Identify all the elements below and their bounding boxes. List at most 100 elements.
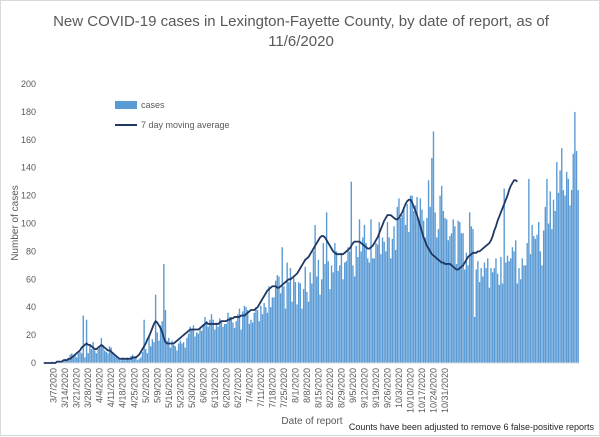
case-bar: [288, 282, 290, 363]
x-tick-label: 4/18/2020: [118, 368, 128, 408]
case-bar: [337, 270, 339, 363]
case-bar: [477, 261, 479, 363]
case-bar: [278, 276, 280, 363]
case-bar: [542, 230, 545, 363]
case-bar: [465, 252, 468, 363]
x-tick-label: 4/11/2020: [106, 368, 116, 407]
case-bar: [223, 323, 226, 363]
case-bar: [281, 247, 283, 363]
case-bar: [490, 268, 492, 363]
case-bar: [327, 261, 329, 363]
case-bar: [503, 188, 505, 364]
y-tick-label: 160: [21, 135, 36, 145]
y-tick-label: 80: [26, 246, 36, 256]
case-bar: [168, 337, 170, 363]
case-bar: [516, 283, 519, 363]
case-bar: [371, 258, 374, 364]
chart-title-line1: New COVID-19 cases in Lexington-Fayette …: [53, 13, 550, 30]
case-bar: [187, 333, 190, 363]
case-bar: [501, 283, 504, 363]
case-bar: [89, 344, 91, 363]
case-bar: [422, 220, 425, 363]
case-bar: [554, 210, 556, 363]
case-bar: [140, 357, 142, 363]
case-bar: [404, 224, 407, 363]
case-bar: [577, 190, 579, 363]
case-bar: [546, 178, 548, 363]
case-bar: [572, 153, 574, 363]
case-bar: [128, 360, 131, 363]
case-bar: [539, 251, 542, 363]
case-bar: [173, 344, 175, 363]
case-bar: [569, 205, 571, 363]
case-bar: [452, 219, 454, 363]
x-tick-label: 5/30/2020: [187, 368, 197, 408]
case-bar: [513, 251, 515, 363]
x-tick-label: 6/6/2020: [198, 368, 208, 403]
y-axis-title: Number of cases: [10, 185, 21, 261]
case-bar: [334, 243, 336, 363]
case-bar: [547, 223, 550, 363]
case-bar: [538, 222, 540, 363]
case-bar: [95, 353, 98, 363]
case-bar: [232, 322, 234, 363]
case-bar: [403, 206, 405, 363]
x-tick-label: 5/23/2020: [175, 368, 185, 408]
case-bar: [409, 195, 412, 363]
case-bar: [439, 195, 441, 363]
case-bar: [316, 276, 318, 363]
case-bar: [508, 261, 510, 363]
case-bar: [401, 215, 403, 363]
case-bar: [243, 305, 246, 363]
case-bar: [161, 321, 163, 363]
case-bar: [108, 346, 111, 363]
case-bar: [544, 206, 546, 363]
case-bar: [174, 346, 177, 363]
x-tick-label: 9/5/2020: [348, 368, 358, 403]
case-bar: [217, 326, 219, 363]
case-bar: [166, 340, 168, 363]
case-bar: [427, 180, 430, 363]
case-bar: [135, 356, 137, 363]
case-bar: [345, 261, 348, 363]
case-bar: [413, 210, 415, 363]
case-bar: [99, 347, 101, 363]
case-bar: [378, 222, 380, 363]
case-bar: [92, 342, 94, 363]
case-bar: [189, 326, 191, 363]
case-bar: [533, 236, 535, 363]
case-bar: [496, 273, 499, 363]
case-bar: [307, 301, 310, 363]
case-bar: [253, 312, 255, 363]
case-bar: [151, 339, 154, 363]
case-bar: [184, 347, 186, 363]
x-tick-label: 7/11/2020: [256, 368, 266, 407]
case-bar: [457, 220, 459, 363]
case-bar: [498, 284, 500, 363]
case-bar: [306, 291, 308, 363]
case-bar: [419, 198, 422, 363]
case-bar: [164, 309, 167, 363]
case-bar: [436, 237, 438, 363]
case-bar: [424, 237, 426, 363]
case-bar: [72, 356, 75, 363]
case-bar: [227, 312, 229, 363]
case-bar: [398, 198, 400, 363]
case-bar: [500, 256, 502, 363]
case-bar: [207, 326, 209, 363]
case-bar: [125, 358, 127, 363]
case-bar: [365, 243, 367, 363]
case-bar: [390, 258, 392, 364]
case-bar: [414, 205, 417, 363]
case-bar: [233, 328, 236, 364]
y-tick-label: 100: [21, 219, 36, 229]
case-bar: [266, 312, 269, 363]
x-tick-label: 10/17/2020: [417, 368, 427, 413]
case-bar: [156, 332, 158, 363]
legend-swatch-cases: [115, 101, 137, 109]
case-bar: [196, 332, 198, 363]
case-bar: [434, 212, 436, 363]
case-bar: [169, 347, 172, 363]
case-bar: [511, 247, 514, 363]
case-bar: [411, 195, 413, 363]
